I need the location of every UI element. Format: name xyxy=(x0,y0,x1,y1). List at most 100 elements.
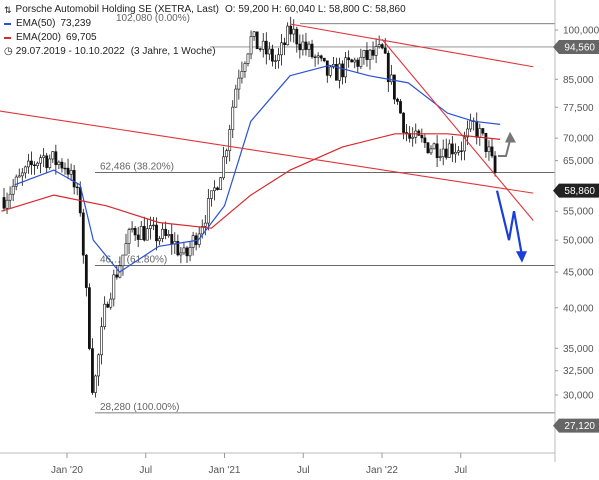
candle-body xyxy=(246,53,250,64)
candle-body xyxy=(270,48,274,62)
x-tick-label: Jul xyxy=(297,465,310,476)
candle-body xyxy=(328,66,332,76)
candle-body xyxy=(45,155,49,168)
candle-body xyxy=(2,197,6,209)
ema50-label: EMA(50) xyxy=(16,18,56,29)
candle-body xyxy=(377,44,381,47)
candle-body xyxy=(289,25,293,35)
candle-body xyxy=(280,42,283,56)
legend-range-row: ◷ 29.07.2019 - 10.10.2022 (3 Jahre, 1 Wo… xyxy=(4,45,406,59)
candle-body xyxy=(219,177,222,190)
forecast-up-arrowhead xyxy=(505,131,516,143)
candle-body xyxy=(115,274,119,278)
candle-body xyxy=(100,326,104,356)
candle-body xyxy=(130,228,134,230)
candle-body xyxy=(286,25,290,46)
candle-body xyxy=(42,155,46,158)
candle-body xyxy=(33,164,36,167)
candle-body xyxy=(347,57,351,61)
candle-body xyxy=(402,112,405,133)
candle-body xyxy=(72,170,76,188)
price-tag xyxy=(553,183,599,198)
clock-icon: ◷ xyxy=(4,46,13,57)
chart-icon: ⇅ xyxy=(4,5,12,15)
candle-body xyxy=(142,226,146,241)
y-tick-label: 50,000 xyxy=(563,236,594,247)
y-tick-label: 45,000 xyxy=(563,268,594,279)
candle-body xyxy=(106,303,110,308)
candle-body xyxy=(170,234,174,245)
legend-title-row: ⇅ Porsche Automobil Holding SE (XETRA, L… xyxy=(4,3,406,17)
candle-body xyxy=(261,40,265,50)
candle-body xyxy=(277,54,280,62)
candle-body xyxy=(231,106,235,130)
candle-body xyxy=(139,226,143,240)
candle-body xyxy=(383,47,387,54)
y-tick-label: 77,500 xyxy=(563,103,594,114)
forecast-arrows xyxy=(495,131,527,263)
y-tick-label: 100,000 xyxy=(563,26,599,37)
candle-body xyxy=(484,132,488,152)
candle-body xyxy=(17,175,21,178)
candle-body xyxy=(240,71,244,79)
candle-body xyxy=(228,129,232,151)
candle-body xyxy=(426,142,430,154)
candle-body xyxy=(97,354,100,377)
candle-body xyxy=(216,187,219,190)
candle-body xyxy=(30,160,33,166)
candle-body xyxy=(429,148,433,154)
forecast-up-arrow xyxy=(498,140,511,157)
ema50-value: 73,239 xyxy=(60,18,92,29)
candle-body xyxy=(447,143,451,158)
candle-body xyxy=(356,59,360,67)
candle-body xyxy=(167,234,171,236)
chart-legend: ⇅ Porsche Automobil Holding SE (XETRA, L… xyxy=(4,3,406,59)
candle-body xyxy=(341,63,344,78)
candle-body xyxy=(487,146,491,152)
y-tick-label: 70,000 xyxy=(563,134,594,145)
candle-body xyxy=(365,50,369,60)
candle-body xyxy=(210,190,213,199)
candle-body xyxy=(51,151,55,160)
candle-body xyxy=(11,185,15,195)
candle-body xyxy=(350,59,354,63)
ema200-line xyxy=(1,133,501,229)
x-tick-label: Jan '21 xyxy=(209,465,241,476)
candle-body xyxy=(237,77,241,90)
candle-body xyxy=(84,254,88,288)
candle-body xyxy=(310,43,314,58)
candle-body xyxy=(316,55,320,58)
candle-body xyxy=(298,43,302,51)
trendline xyxy=(381,38,534,221)
y-tick-label: 40,000 xyxy=(563,303,594,314)
date-range-note: (3 Jahre, 1 Woche) xyxy=(130,46,216,57)
candle-body xyxy=(66,167,70,175)
candle-body xyxy=(307,43,311,50)
candle-body xyxy=(23,166,27,174)
candle-body xyxy=(338,63,341,81)
candle-body xyxy=(274,60,277,62)
candle-body xyxy=(5,199,9,209)
candle-body xyxy=(283,42,287,46)
candle-body xyxy=(362,50,366,58)
ohlc-values: O: 59,200 H: 60,040 L: 58,800 C: 58,860 xyxy=(224,4,406,15)
y-axis: 100,000 85,000 77,500 70,000 65,000 55,000 50,… xyxy=(554,0,599,462)
fibonacci-levels: 102,080 (0.00%) 62,486 (38.20%) 46,… (61.8… xyxy=(95,13,555,414)
candle-body xyxy=(450,143,454,155)
candle-body xyxy=(109,298,113,308)
candle-body xyxy=(463,136,466,152)
candle-body xyxy=(396,98,399,102)
candle-body xyxy=(319,55,323,59)
candle-body xyxy=(136,234,140,240)
candle-body xyxy=(353,59,357,63)
candle-body xyxy=(234,88,238,108)
candle-body xyxy=(36,162,39,167)
x-tick-label: Jan '22 xyxy=(366,465,398,476)
candle-body xyxy=(8,193,12,201)
candle-body xyxy=(133,228,137,236)
candle-body xyxy=(206,198,210,224)
price-tags: 94,560 58,860 27,120 xyxy=(553,39,599,433)
candle-body xyxy=(264,40,268,55)
ema50-swatch xyxy=(4,23,11,25)
